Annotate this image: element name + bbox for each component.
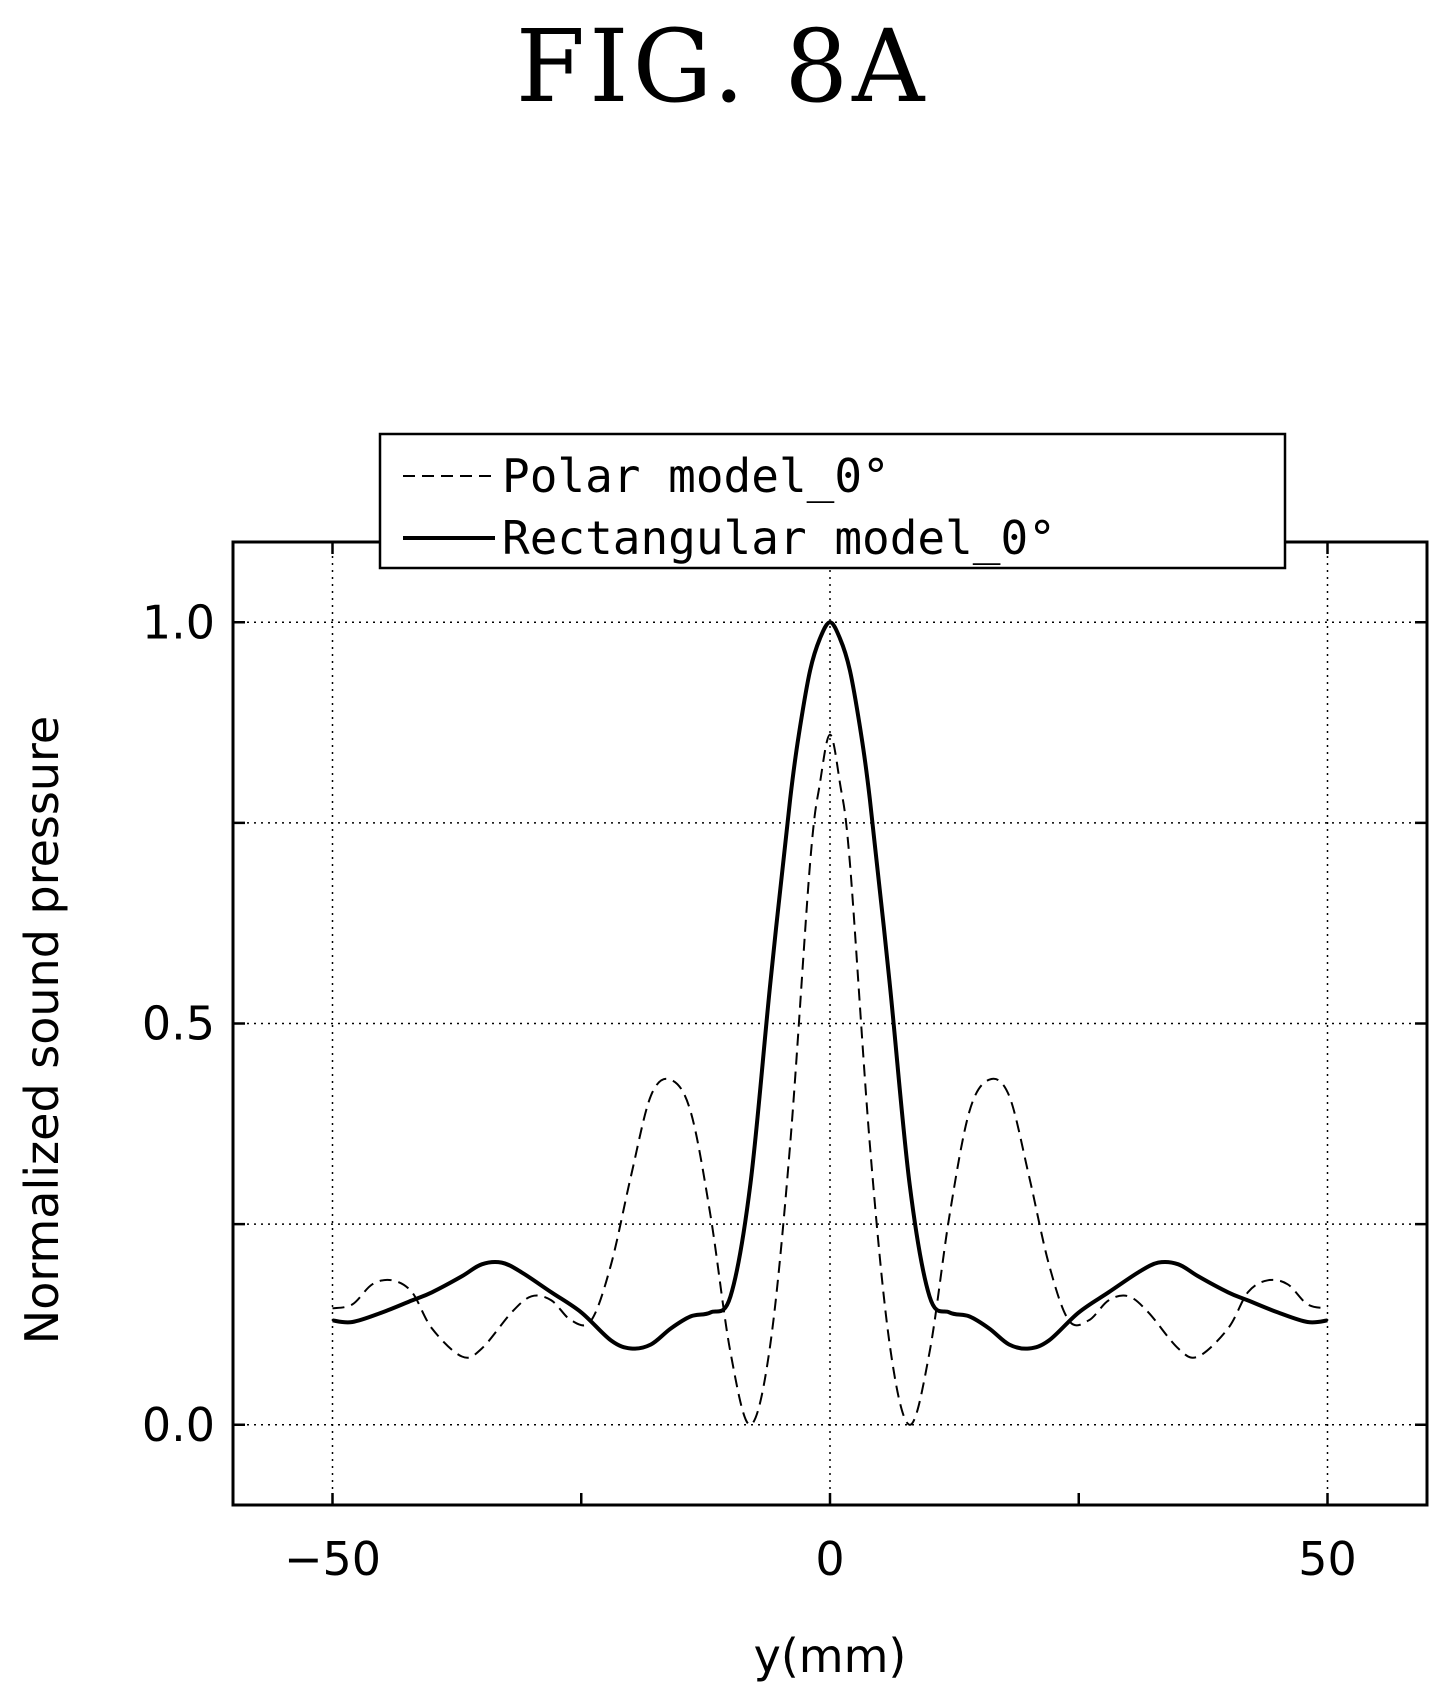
axis-ticks: −50 0 50 0.0 0.5 1.0 <box>142 542 1427 1586</box>
y-tick-label: 1.0 <box>142 595 215 649</box>
x-axis-label: y(mm) <box>754 1629 907 1683</box>
rectangular-model-line <box>332 620 1328 1351</box>
y-tick-label: 0.5 <box>142 997 215 1051</box>
x-tick-label: 50 <box>1298 1532 1357 1586</box>
series-lines <box>332 620 1328 1426</box>
legend-label-1: Rectangular model_0° <box>502 511 1056 565</box>
legend-label-0: Polar model_0° <box>502 449 890 503</box>
x-tick-label: −50 <box>284 1532 381 1586</box>
y-tick-label: 0.0 <box>142 1398 215 1452</box>
figure-title: FIG. 8A <box>515 8 929 125</box>
polar-model-line <box>332 733 1328 1426</box>
legend: Polar model_0° Rectangular model_0° <box>378 432 1287 570</box>
grid-lines <box>233 542 1427 1505</box>
y-axis-label: Normalized sound pressure <box>15 716 69 1344</box>
legend-box <box>378 432 1287 570</box>
x-tick-label: 0 <box>815 1532 844 1586</box>
